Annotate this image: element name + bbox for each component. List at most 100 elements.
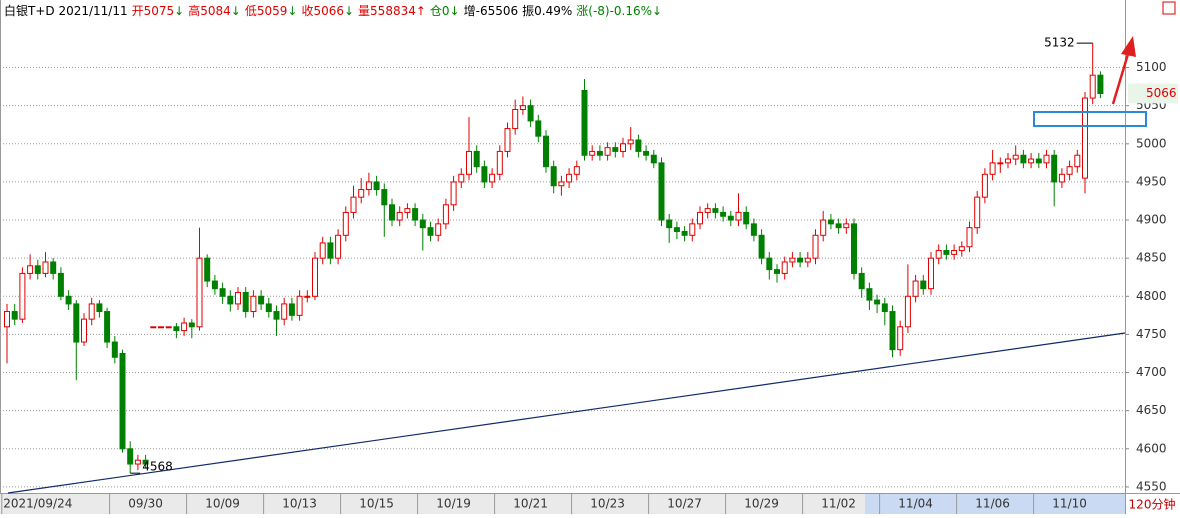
header-item: ↑ xyxy=(416,4,426,18)
window-icon[interactable] xyxy=(1162,1,1176,15)
candle-body xyxy=(1097,74,1104,94)
candle-body xyxy=(958,246,965,252)
candle-body xyxy=(874,299,881,305)
header-item: 高5084 xyxy=(188,3,231,18)
candle-body xyxy=(689,223,696,236)
candle-body xyxy=(173,326,180,332)
candle-body xyxy=(997,162,1004,165)
candle-body xyxy=(1089,74,1096,99)
x-tick-label: 09/30 xyxy=(128,497,163,511)
candle-body xyxy=(227,295,234,305)
header-item: ↓ xyxy=(344,4,354,18)
candle-body xyxy=(104,311,111,343)
candle-body xyxy=(643,150,650,156)
candle-body xyxy=(381,189,388,206)
header-item: 量558834 xyxy=(358,4,416,18)
candle-body xyxy=(481,166,488,183)
candle-body xyxy=(1082,97,1088,179)
candle-body xyxy=(4,311,10,328)
candle-body xyxy=(389,204,395,221)
candle-body xyxy=(889,311,896,351)
candle-body xyxy=(250,295,257,313)
arrow-head xyxy=(1121,36,1136,57)
x-tick-label: 10/27 xyxy=(667,497,702,511)
candle-body xyxy=(442,204,449,225)
candle-body xyxy=(612,147,619,152)
y-tick-label: 4600 xyxy=(1136,441,1167,455)
date-axis xyxy=(0,493,1125,514)
x-tick-label: 10/13 xyxy=(282,497,317,511)
candle-body xyxy=(404,208,411,213)
candle-body xyxy=(265,303,272,313)
candle-body xyxy=(673,227,680,232)
last-price-box xyxy=(1128,83,1178,104)
candle-body xyxy=(589,150,596,156)
candle-body xyxy=(774,269,780,274)
candle-body xyxy=(666,219,673,229)
candle-body xyxy=(650,154,657,164)
candle-body xyxy=(412,208,419,221)
candle-body xyxy=(851,223,857,274)
candle-body xyxy=(920,280,927,290)
candle-body xyxy=(750,223,757,236)
candle-body xyxy=(897,326,904,351)
candle-body xyxy=(342,211,349,236)
candle-body xyxy=(881,303,888,313)
candle-body xyxy=(966,227,973,248)
candle-body xyxy=(1058,173,1065,183)
candle-body xyxy=(504,128,511,152)
candle-body xyxy=(974,196,981,229)
candle-body xyxy=(912,280,919,297)
x-tick-label: 11/06 xyxy=(975,497,1010,511)
candle-body xyxy=(165,326,172,329)
header-item: ↓ xyxy=(231,4,241,18)
candle-body xyxy=(304,295,311,298)
y-tick-label: 4900 xyxy=(1136,213,1167,227)
candle-body xyxy=(235,291,241,305)
candle-body xyxy=(543,135,549,168)
candle-body xyxy=(365,181,372,191)
header-item: 涨(-8)-0.16%↓ xyxy=(576,3,662,18)
plot xyxy=(0,43,1129,488)
arrow-shaft xyxy=(1111,53,1130,105)
candle-body xyxy=(512,108,519,130)
candle-body xyxy=(281,303,288,320)
candle-body xyxy=(827,219,834,225)
candle-body xyxy=(350,196,357,213)
candle-body xyxy=(951,250,958,255)
header-item: 白银T+D 2021/11/11 xyxy=(4,3,128,18)
candle-body xyxy=(42,261,49,274)
candle-body xyxy=(373,181,380,191)
candle-body xyxy=(727,215,734,221)
candle-body xyxy=(697,211,703,225)
candle-body xyxy=(119,352,126,450)
candle-body xyxy=(81,318,87,343)
header-item: 收5066 xyxy=(301,4,344,18)
candle-body xyxy=(150,326,157,329)
candle-body xyxy=(904,295,911,328)
candle-body xyxy=(781,261,788,274)
candle-body xyxy=(327,242,334,259)
candle-body xyxy=(1028,158,1035,164)
candle-body xyxy=(134,459,141,465)
y-tick-label: 4800 xyxy=(1136,289,1167,303)
candle-body xyxy=(34,265,41,274)
candle-body xyxy=(396,211,403,221)
x-tick-label: 2021/09/24 xyxy=(3,497,72,511)
trend-line xyxy=(7,332,1126,494)
header-item: 仓0↓ xyxy=(430,4,460,18)
candle-body xyxy=(766,257,773,271)
candle-body xyxy=(57,272,64,297)
header-item: ↓ xyxy=(174,4,184,18)
candle-body xyxy=(550,166,557,187)
candle-body xyxy=(496,150,503,175)
candle-body xyxy=(519,105,526,110)
candle-body xyxy=(935,250,942,259)
candle-body xyxy=(620,143,626,152)
candle-body xyxy=(65,295,72,305)
candle-body xyxy=(219,288,226,297)
candle-body xyxy=(296,295,303,316)
candle-body xyxy=(73,303,80,343)
y-tick-label: 4650 xyxy=(1136,403,1167,417)
